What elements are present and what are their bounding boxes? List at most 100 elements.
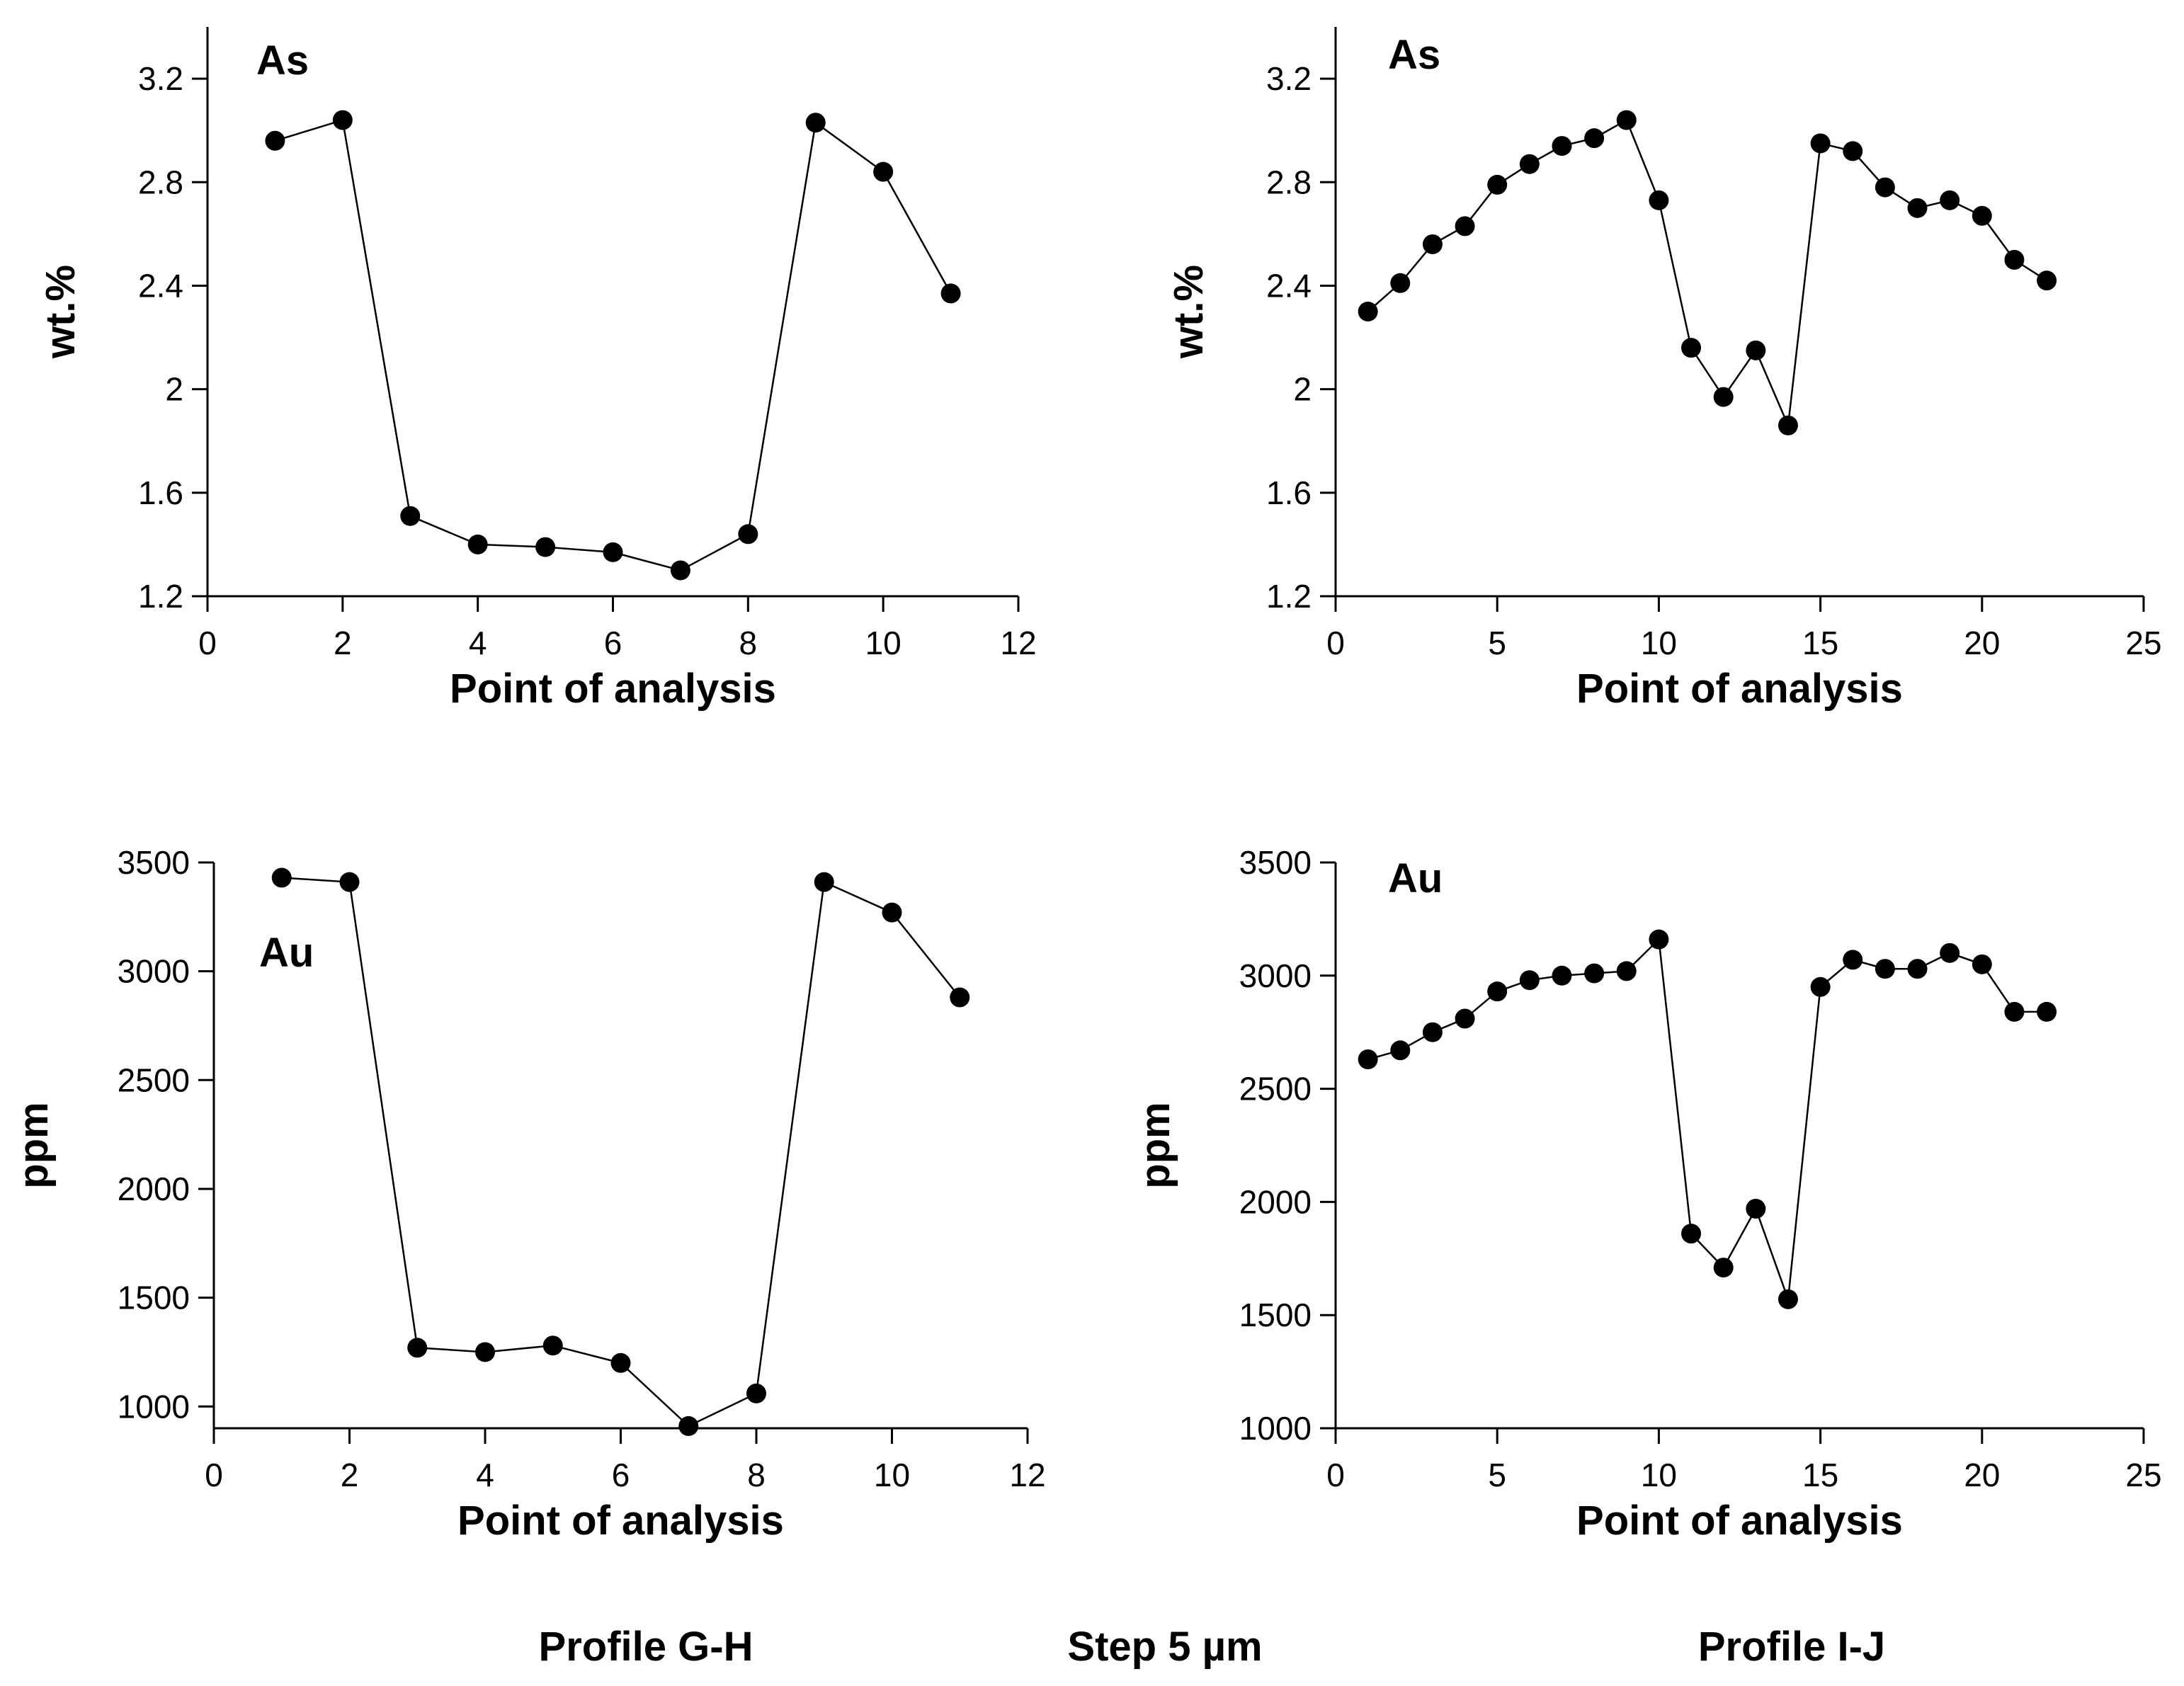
y-tick-label: 3500	[1239, 844, 1312, 881]
data-point	[1940, 190, 1960, 210]
x-tick-label: 2	[341, 1457, 359, 1493]
data-point	[603, 542, 623, 562]
x-tick-label: 6	[604, 625, 622, 661]
data-point	[1843, 141, 1863, 161]
data-point	[1778, 1289, 1798, 1309]
y-tick-label: 2000	[1239, 1183, 1312, 1220]
x-tick-label: 5	[1488, 625, 1506, 661]
data-point	[1875, 959, 1895, 979]
data-point	[1358, 302, 1378, 321]
data-point	[1455, 1008, 1475, 1029]
series-line	[1367, 937, 2047, 1300]
x-tick-label: 6	[612, 1457, 630, 1493]
y-tick-label: 2.8	[1266, 164, 1312, 200]
y-tick-label: 3.2	[138, 60, 183, 97]
x-tick-label: 25	[2125, 1457, 2161, 1493]
data-point	[1422, 234, 1443, 254]
data-point	[2037, 270, 2057, 291]
data-point	[882, 902, 902, 923]
data-point	[1713, 387, 1734, 407]
data-point	[1455, 216, 1475, 237]
data-point	[1422, 1022, 1443, 1042]
x-tick-label: 0	[1326, 625, 1345, 661]
x-tick-label: 10	[1641, 625, 1677, 661]
x-tick-label: 0	[205, 1457, 223, 1493]
data-point	[814, 872, 834, 892]
data-point	[1907, 959, 1928, 979]
data-point	[271, 867, 292, 888]
data-point	[1390, 1040, 1411, 1061]
x-axis-title: Point of analysis	[457, 1498, 784, 1544]
x-tick-label: 10	[1641, 1457, 1677, 1493]
x-tick-label: 10	[874, 1457, 910, 1493]
data-point	[1681, 1224, 1702, 1244]
y-tick-label: 2000	[118, 1170, 190, 1207]
y-tick-label: 3.2	[1266, 60, 1312, 97]
y-tick-label: 1000	[1239, 1410, 1312, 1447]
data-point	[1810, 133, 1831, 154]
data-point	[1649, 929, 1669, 950]
data-point	[339, 872, 360, 892]
data-point	[940, 283, 961, 304]
data-point	[1358, 1049, 1378, 1070]
data-point	[1616, 961, 1637, 981]
y-tick-label: 3000	[118, 953, 190, 990]
data-point	[1875, 177, 1895, 198]
y-axis-title: ppm	[1132, 1102, 1178, 1188]
y-tick-label: 2	[165, 371, 183, 408]
y-tick-label: 2.4	[1266, 267, 1312, 304]
y-tick-label: 2500	[118, 1061, 190, 1098]
data-point	[1487, 174, 1508, 195]
data-point	[2004, 1001, 2025, 1022]
data-point	[1940, 942, 1960, 963]
data-point	[1972, 954, 1992, 974]
x-tick-label: 0	[1326, 1457, 1345, 1493]
y-axis-title: wt.%	[38, 265, 84, 359]
chart-panel-bottom-left: 0 2 4 6 8 10 12 1000 1500 2000 2500 3000 3500 Point o…	[11, 844, 1046, 1544]
x-tick-label: 20	[1964, 1457, 2000, 1493]
data-point	[1907, 198, 1928, 218]
y-axis-title: wt.%	[1166, 265, 1212, 359]
data-point	[1746, 340, 1766, 360]
data-point	[1746, 1198, 1766, 1219]
y-tick-label: 1.2	[1266, 578, 1312, 615]
element-label: As	[1388, 32, 1440, 78]
data-point	[1552, 136, 1572, 156]
x-tick-label: 10	[865, 625, 902, 661]
x-tick-label: 8	[747, 1457, 766, 1493]
data-point	[678, 1416, 699, 1436]
data-point	[1810, 976, 1831, 997]
chart-panel-top-left: 0 2 4 6 8 10 12 1.2 1.6 2 2.4 2.8 3.2 Point of analys…	[38, 27, 1037, 712]
y-tick-label: 1.6	[138, 474, 183, 511]
data-point	[535, 537, 556, 557]
x-tick-label: 8	[739, 625, 758, 661]
x-axis-title: Point of analysis	[1576, 666, 1903, 712]
y-tick-label: 2.4	[138, 267, 183, 304]
x-tick-label: 12	[1009, 1457, 1045, 1493]
data-point	[1713, 1258, 1734, 1278]
profile-left-caption: Profile G-H	[538, 1624, 753, 1670]
y-tick-label: 1000	[118, 1388, 190, 1425]
data-point	[2004, 249, 2025, 270]
chart-panel-bottom-right: 0 5 10 15 20 25 1000 1500 2000 2500 3000 3500 Point …	[1132, 844, 2162, 1544]
data-point	[1519, 970, 1540, 991]
y-tick-label: 2	[1293, 371, 1312, 408]
data-point	[400, 506, 421, 526]
data-point	[1390, 273, 1411, 293]
series-line	[1367, 118, 2047, 429]
y-tick-label: 3000	[1239, 957, 1312, 994]
y-tick-label: 2500	[1239, 1071, 1312, 1107]
x-tick-label: 20	[1964, 625, 2000, 661]
y-tick-label: 2.8	[138, 164, 183, 200]
data-point	[2037, 1001, 2057, 1022]
data-point	[265, 130, 285, 151]
data-point	[542, 1335, 563, 1356]
element-label: As	[256, 38, 309, 84]
data-point	[1616, 110, 1637, 130]
data-point	[407, 1338, 428, 1358]
data-point	[1649, 190, 1669, 210]
data-point	[1487, 981, 1508, 1002]
data-point	[1681, 338, 1702, 358]
y-tick-label: 1500	[118, 1280, 190, 1316]
data-point	[332, 110, 353, 130]
